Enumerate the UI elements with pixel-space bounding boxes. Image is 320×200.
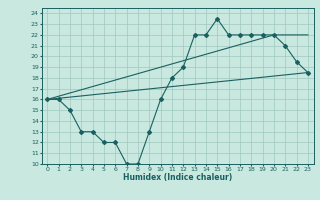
X-axis label: Humidex (Indice chaleur): Humidex (Indice chaleur)	[123, 173, 232, 182]
